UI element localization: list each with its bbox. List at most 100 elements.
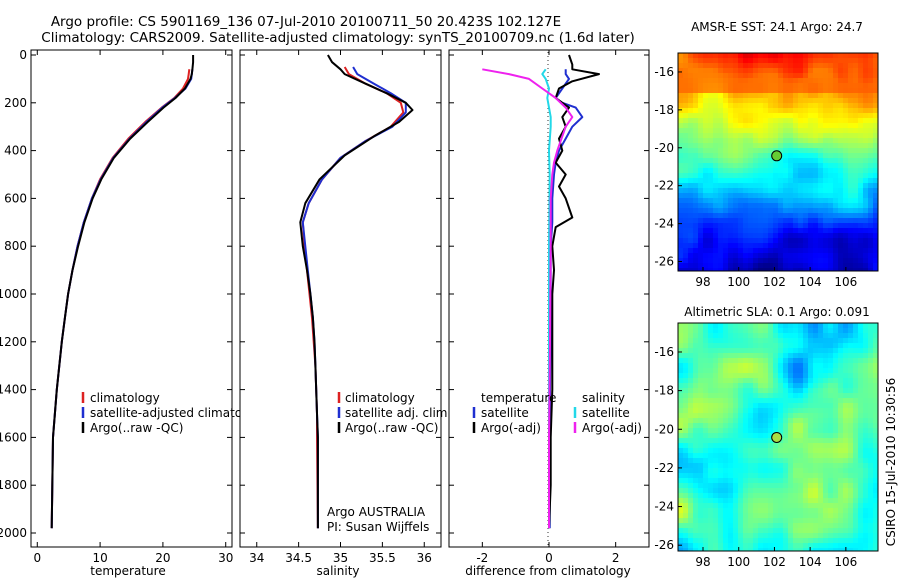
heatmap-cell: [733, 488, 739, 494]
heatmap-cell: [683, 428, 689, 434]
heatmap-cell: [838, 53, 844, 59]
heatmap-cell: [683, 98, 689, 104]
heatmap-cell: [858, 213, 864, 219]
heatmap-cell: [798, 103, 804, 109]
heatmap-cell: [818, 513, 824, 519]
heatmap-cell: [708, 423, 714, 429]
heatmap-cell: [743, 453, 749, 459]
heatmap-cell: [828, 203, 834, 209]
heatmap-cell: [748, 88, 754, 94]
heatmap-cell: [723, 243, 729, 249]
heatmap-cell: [813, 88, 819, 94]
heatmap-cell: [808, 203, 814, 209]
heatmap-cell: [733, 108, 739, 114]
heatmap-cell: [838, 158, 844, 164]
x-tick-label: 0: [545, 551, 553, 565]
x-tick-label: 30: [218, 551, 233, 565]
heatmap-cell: [743, 233, 749, 239]
heatmap-cell: [838, 173, 844, 179]
heatmap-cell: [718, 373, 724, 379]
heatmap-cell: [808, 103, 814, 109]
heatmap-cell: [868, 338, 874, 344]
heatmap-cell: [853, 143, 859, 149]
heatmap-cell: [868, 248, 874, 254]
heatmap-cell: [738, 158, 744, 164]
heatmap-cell: [823, 473, 829, 479]
heatmap-cell: [733, 233, 739, 239]
heatmap-cell: [868, 228, 874, 234]
heatmap-cell: [783, 188, 789, 194]
heatmap-cell: [843, 163, 849, 169]
heatmap-cell: [863, 263, 869, 269]
heatmap-cell: [758, 258, 764, 264]
heatmap-cell: [873, 438, 878, 444]
heatmap-cell: [783, 98, 789, 104]
heatmap-cell: [798, 243, 804, 249]
heatmap-cell: [853, 328, 859, 334]
heatmap-cell: [828, 338, 834, 344]
heatmap-cell: [763, 503, 769, 509]
heatmap-cell: [743, 118, 749, 124]
heatmap-cell: [798, 503, 804, 509]
heatmap-cell: [723, 218, 729, 224]
heatmap-cell: [778, 198, 784, 204]
heatmap-cell: [763, 528, 769, 534]
heatmap-cell: [758, 538, 764, 544]
heatmap-cell: [778, 73, 784, 79]
heatmap-cell: [688, 538, 694, 544]
heatmap-cell: [853, 268, 859, 271]
heatmap-cell: [743, 473, 749, 479]
heatmap-cell: [808, 158, 814, 164]
heatmap-cell: [768, 213, 774, 219]
heatmap-cell: [798, 378, 804, 384]
heatmap-cell: [693, 438, 699, 444]
heatmap-cell: [753, 178, 759, 184]
heatmap-cell: [813, 518, 819, 524]
heatmap-cell: [803, 98, 809, 104]
legend-label-sal-satellite: satellite: [582, 406, 630, 420]
heatmap-cell: [828, 68, 834, 74]
heatmap-cell: [753, 233, 759, 239]
heatmap-cell: [873, 353, 878, 359]
heatmap-cell: [723, 373, 729, 379]
heatmap-cell: [858, 428, 864, 434]
heatmap-cell: [773, 213, 779, 219]
heatmap-cell: [868, 483, 874, 489]
heatmap-cell: [833, 163, 839, 169]
heatmap-cell: [678, 393, 684, 399]
heatmap-cell: [873, 103, 878, 109]
heatmap-cell: [688, 393, 694, 399]
heatmap-cell: [688, 223, 694, 229]
heatmap-cell: [803, 503, 809, 509]
heatmap-cell: [823, 453, 829, 459]
heatmap-cell: [758, 168, 764, 174]
heatmap-cell: [678, 363, 684, 369]
heatmap-cell: [763, 403, 769, 409]
heatmap-cell: [873, 428, 878, 434]
heatmap-cell: [723, 203, 729, 209]
heatmap-cell: [828, 188, 834, 194]
heatmap-cell: [763, 268, 769, 271]
heatmap-cell: [703, 238, 709, 244]
heatmap-cell: [848, 68, 854, 74]
heatmap-cell: [778, 183, 784, 189]
heatmap-cell: [703, 243, 709, 249]
heatmap-cell: [838, 483, 844, 489]
heatmap-cell: [838, 233, 844, 239]
heatmap-cell: [783, 348, 789, 354]
heatmap-cell: [693, 398, 699, 404]
heatmap-cell: [738, 233, 744, 239]
heatmap-cell: [843, 493, 849, 499]
heatmap-cell: [713, 113, 719, 119]
heatmap-cell: [853, 483, 859, 489]
heatmap-cell: [703, 368, 709, 374]
heatmap-cell: [853, 188, 859, 194]
heatmap-cell: [683, 268, 689, 271]
heatmap-cell: [808, 83, 814, 89]
heatmap-cell: [718, 213, 724, 219]
heatmap-cell: [728, 438, 734, 444]
heatmap-cell: [763, 383, 769, 389]
heatmap-cell: [688, 233, 694, 239]
heatmap-cell: [703, 108, 709, 114]
heatmap-cell: [733, 163, 739, 169]
